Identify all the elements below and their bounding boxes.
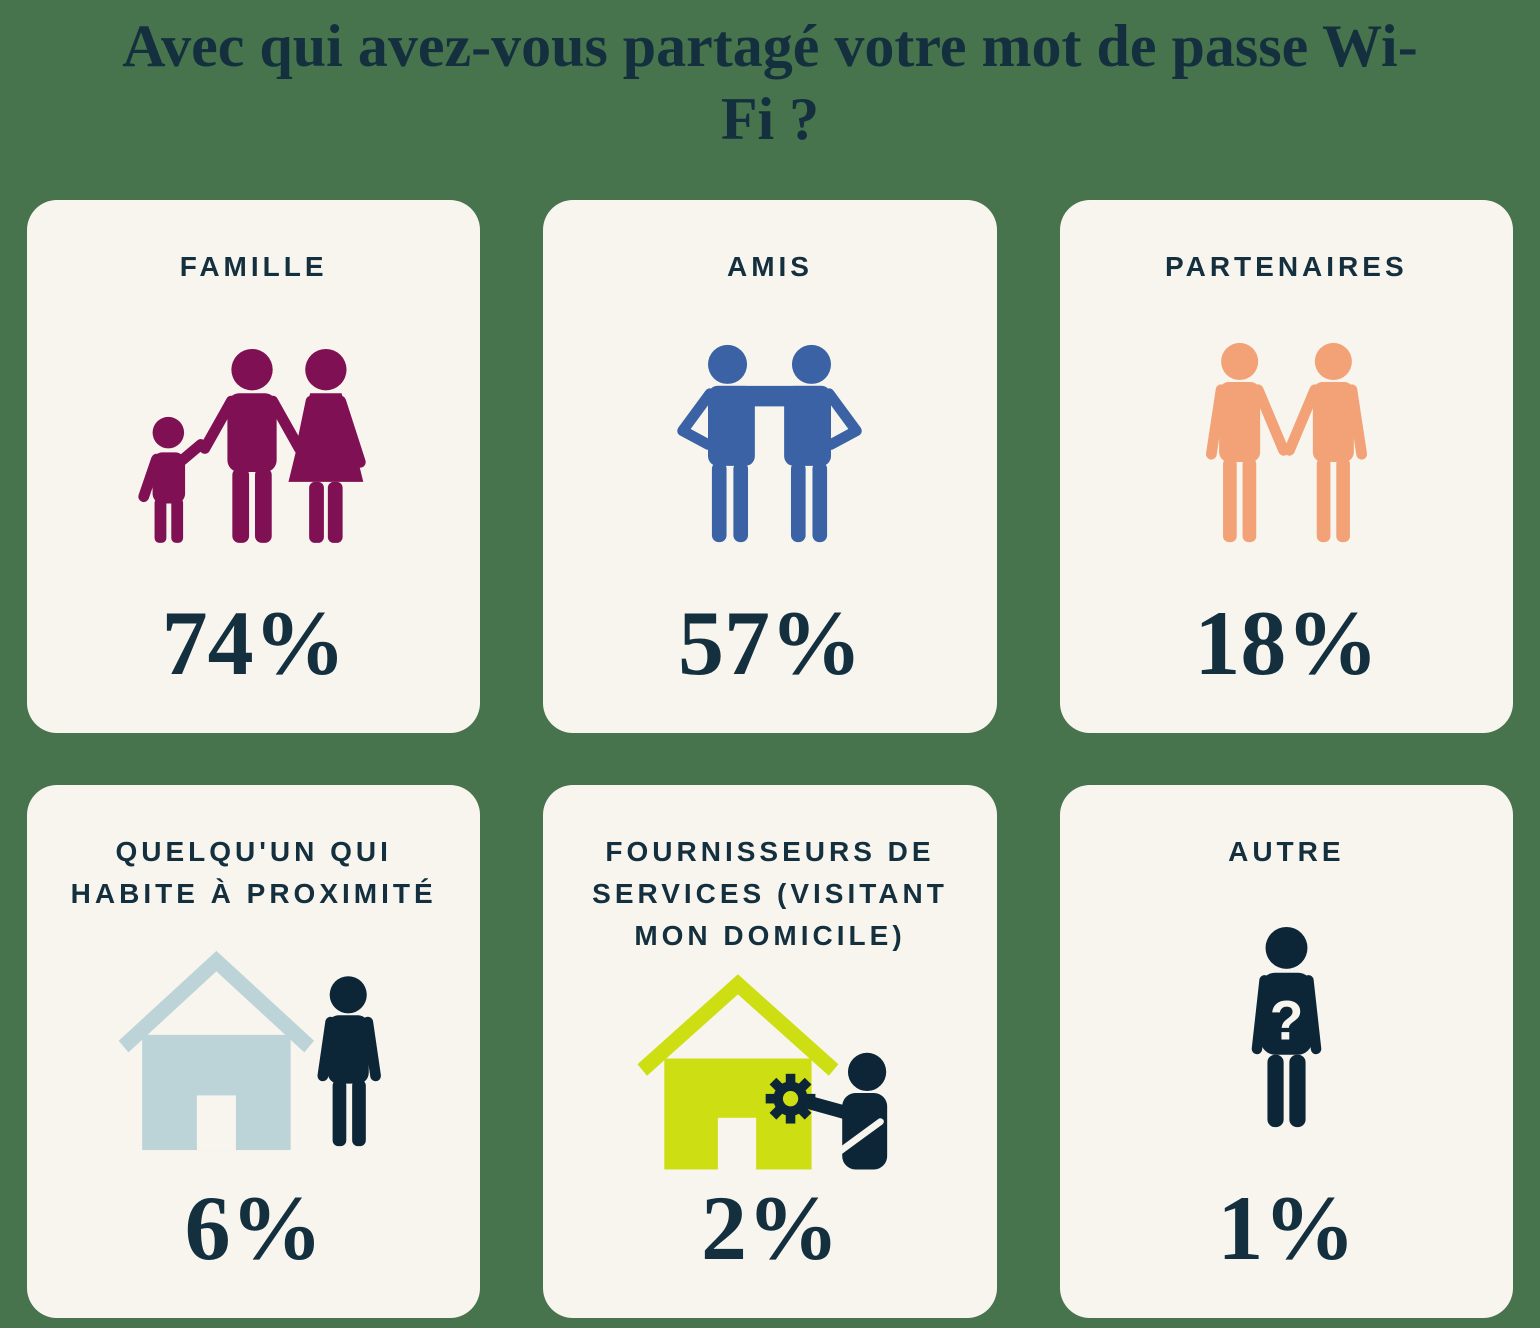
- stat-card-autre: AUTRE ? 1%: [1059, 785, 1513, 1319]
- house-neighbor-icon: [118, 950, 382, 1150]
- percentage-value: 6%: [184, 1177, 323, 1280]
- card-label: AMIS: [726, 251, 813, 283]
- stats-grid: FAMILLE: [27, 200, 1513, 1319]
- question-person-icon: ?: [1251, 926, 1322, 1128]
- page-title: Avec qui avez-vous partagé votre mot de …: [122, 13, 1418, 153]
- stat-card-proximite: QUELQU'UN QUI HABITE À PROXIMITÉ: [27, 785, 481, 1319]
- percentage-value: 2%: [700, 1177, 839, 1280]
- question-mark-glyph: ?: [1269, 989, 1303, 1051]
- family-icon: [137, 349, 366, 544]
- card-label: FOURNISSEURS DE SERVICES (VISITANT MON D…: [592, 836, 948, 952]
- house-door: [718, 1118, 757, 1170]
- partners-icon: [1205, 343, 1367, 543]
- service-person: [799, 1053, 888, 1170]
- stat-card-fournisseurs: FOURNISSEURS DE SERVICES (VISITANT MON D…: [543, 785, 997, 1319]
- house-service-icon: [637, 974, 888, 1170]
- house-door: [197, 1095, 237, 1150]
- icon-area: [27, 288, 480, 597]
- icon-area: [1060, 288, 1513, 597]
- icon-area: ?: [1060, 873, 1513, 1182]
- gear-hole: [783, 1091, 799, 1107]
- stat-card-amis: AMIS: [543, 200, 997, 734]
- percentage-value: 18%: [1194, 592, 1379, 695]
- card-label: FAMILLE: [179, 251, 328, 283]
- card-label: PARTENAIRES: [1165, 251, 1408, 283]
- icon-area: [543, 957, 996, 1182]
- person-slash: [827, 1118, 885, 1162]
- card-label: QUELQU'UN QUI HABITE À PROXIMITÉ: [70, 836, 437, 910]
- icon-area: [543, 288, 996, 597]
- percentage-value: 57%: [677, 592, 862, 695]
- percentage-value: 74%: [161, 592, 346, 695]
- card-label: AUTRE: [1228, 836, 1345, 868]
- icon-area: [27, 915, 480, 1182]
- percentage-value: 1%: [1217, 1177, 1356, 1280]
- friends-icon: [677, 345, 863, 543]
- stat-card-famille: FAMILLE: [27, 200, 481, 734]
- stat-card-partenaires: PARTENAIRES: [1059, 200, 1513, 734]
